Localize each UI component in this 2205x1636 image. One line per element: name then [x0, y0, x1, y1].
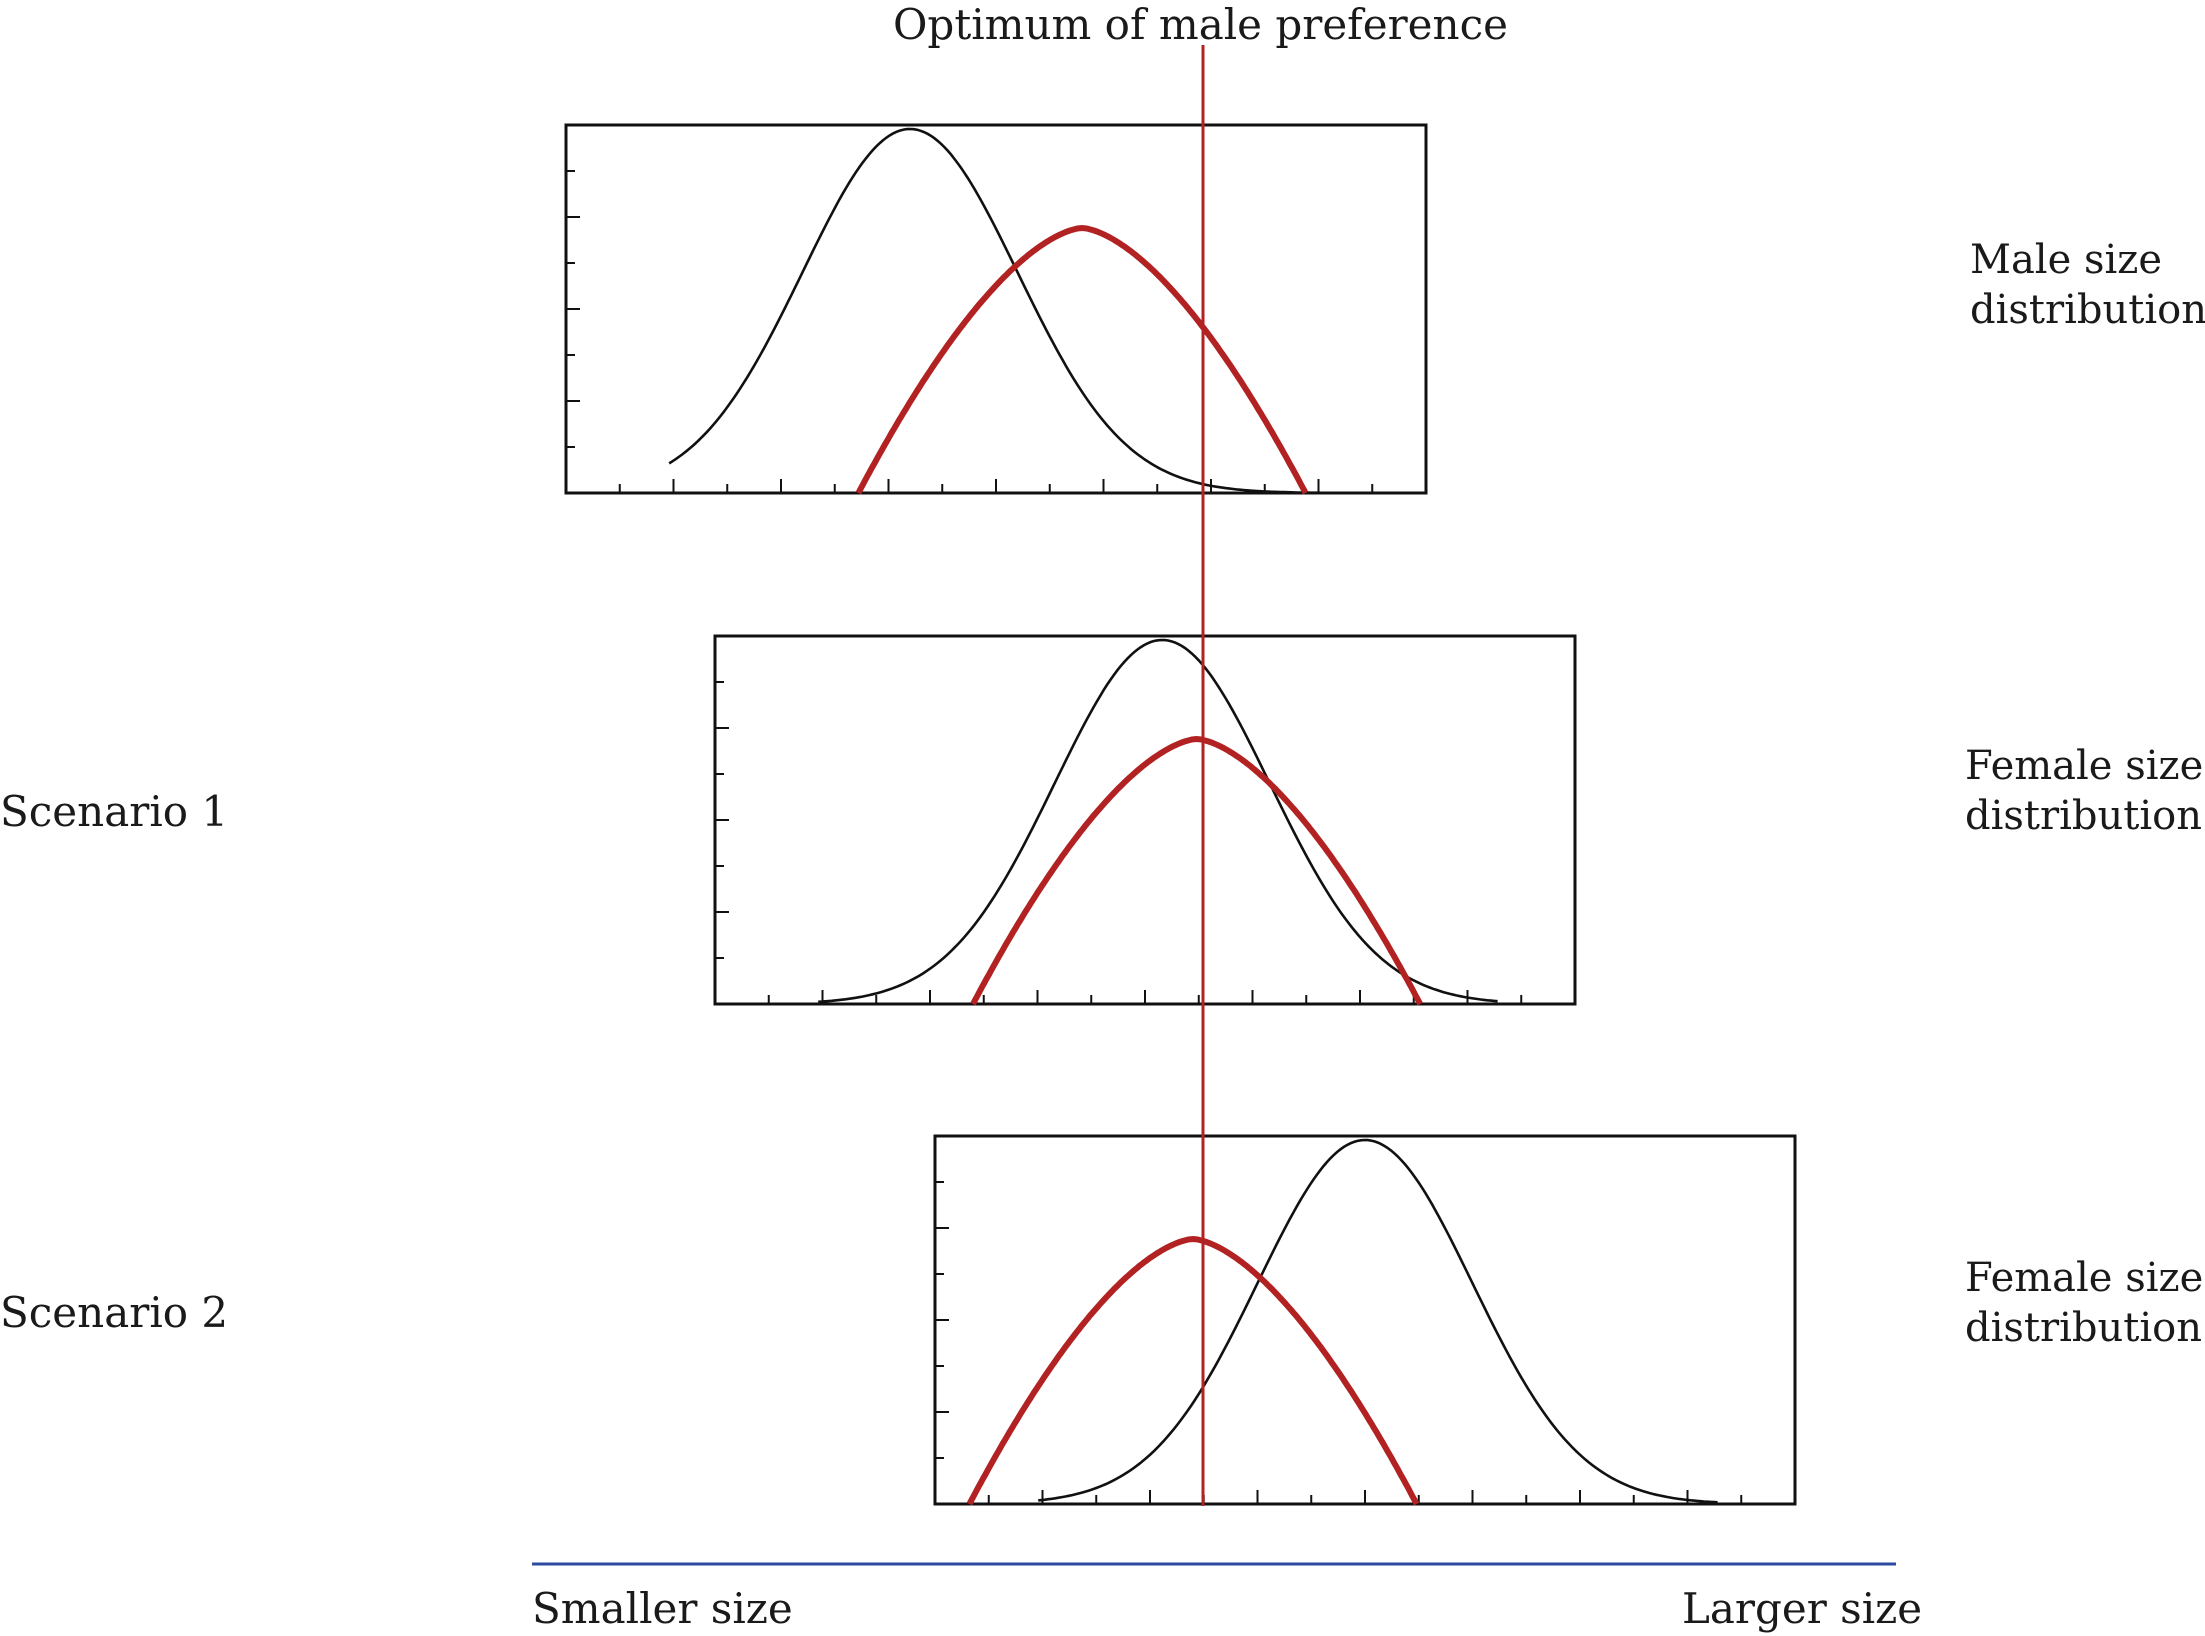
panel-2-preference-curve [970, 735, 1423, 1006]
row-3-right-label-line1: Female size [1965, 1255, 2204, 1301]
optimum-label: Optimum of male preference [893, 0, 1508, 49]
row-1-right-label-line1: Male size [1970, 237, 2163, 283]
row-2-right-label-line2: distribution [1965, 793, 2202, 839]
panel-2-distribution-curve [818, 638, 1498, 1004]
panel-1-preference-curve [855, 224, 1309, 495]
row-1-right-label-line2: distribution [1970, 287, 2205, 333]
row-2-right-label-line1: Female size [1965, 743, 2204, 789]
row-2-left-label: Scenario 1 [0, 787, 229, 836]
row-3-right-label-line2: distribution [1965, 1305, 2202, 1351]
row-2-right-label: Female size distribution [1965, 741, 2203, 841]
row-3-left-label: Scenario 2 [0, 1288, 229, 1337]
panel-2-frame [713, 634, 1577, 1006]
row-3-right-label: Female size distribution [1965, 1253, 2203, 1353]
row-1-right-label: Male size distribution [1970, 235, 2205, 335]
panel-3-preference-curve [966, 1235, 1420, 1506]
panel-3-distribution-curve [1038, 1138, 1718, 1504]
panel-1-frame [564, 123, 1428, 495]
panel-1-distribution-curve [668, 127, 1349, 495]
panel-3-frame [933, 1134, 1797, 1506]
smaller-size-label: Smaller size [532, 1584, 793, 1633]
larger-size-label: Larger size [1682, 1584, 1923, 1633]
